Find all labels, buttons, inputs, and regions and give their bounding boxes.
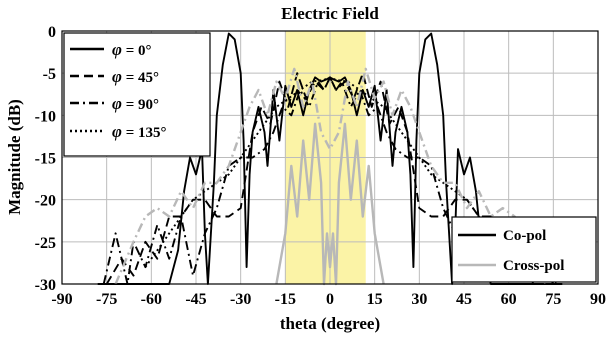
x-tick-label: -45 [185,291,206,308]
x-tick-labels: -90 -75 -60 -45 -30 -15 0 15 30 45 60 75 90 [51,291,606,308]
x-tick-label: 15 [367,291,383,308]
phi-legend-box [63,32,211,157]
phi-legend-entry-90: φ = 90° [112,94,159,113]
y-tick-label: -10 [35,108,56,125]
phi-legend: φ = 0° φ = 45° φ = 90° φ = 135° [63,32,211,157]
pol-legend-label-cross: Cross-pol [503,258,564,274]
series-line-cross-pol-phi-45 [114,67,546,285]
y-tick-labels: 0 -5 -10 -15 -20 -25 -30 [35,24,56,294]
y-axis-label: Magnitude (dB) [5,99,24,215]
y-tick-label: -20 [35,193,56,210]
x-tick-label: 45 [456,291,472,308]
x-tick-label: 60 [501,291,517,308]
x-tick-label: 30 [411,291,427,308]
y-tick-label: -25 [35,235,56,252]
series-line-co-pol-phi-45 [105,72,555,285]
polarization-legend: Co-pol Cross-pol [451,216,597,283]
pol-legend-label-co: Co-pol [503,228,546,244]
x-tick-label: -75 [96,291,117,308]
series-line-cross-pol-phi-0 [275,122,385,286]
x-tick-label: -30 [230,291,251,308]
phi-legend-entry-0: φ = 0° [112,40,152,59]
y-tick-label: -5 [43,66,56,83]
x-axis-label: theta (degree) [280,314,380,333]
x-tick-label: -90 [51,291,72,308]
y-tick-label: 0 [48,24,56,41]
phi-legend-entry-45: φ = 45° [112,67,159,86]
x-tick-label: -15 [275,291,296,308]
data-layer [97,32,563,286]
series-line-co-pol-phi-135 [144,76,516,268]
plot-frame [61,30,599,285]
x-tick-label: 75 [545,291,561,308]
chart-title: Electric Field [281,4,379,23]
phi-legend-entry-135: φ = 135° [112,122,167,141]
y-tick-label: -15 [35,151,56,168]
x-tick-label: -60 [141,291,162,308]
pol-legend-box [451,216,597,283]
x-tick-label: 0 [326,291,334,308]
x-tick-label: 90 [590,291,606,308]
y-tick-label: -30 [35,277,56,294]
